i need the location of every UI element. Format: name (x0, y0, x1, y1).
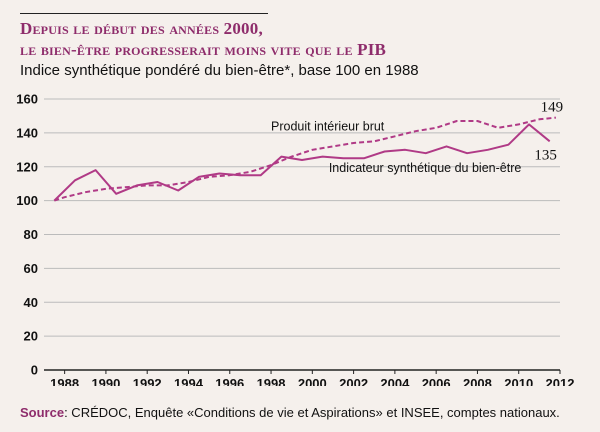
x-tick-label: 2012 (546, 376, 575, 386)
y-tick-label: 20 (24, 329, 38, 344)
y-tick-label: 160 (16, 92, 38, 107)
series-label-pib: Produit intérieur brut (271, 119, 385, 133)
gridlines (44, 98, 560, 371)
y-tick-label: 60 (24, 261, 38, 276)
x-tick-label: 1994 (174, 376, 204, 386)
x-tick-label: 1992 (133, 376, 162, 386)
x-tick-label: 2010 (504, 376, 533, 386)
x-axis: 1988 1990 1992 1994 1996 1998 2000 2002 2004 2006… (50, 370, 574, 386)
y-tick-label: 40 (24, 295, 38, 310)
x-tick-label: 1988 (50, 376, 79, 386)
x-tick-label: 1990 (91, 376, 120, 386)
x-tick-label: 1996 (215, 376, 244, 386)
x-tick-label: 2004 (380, 376, 410, 386)
y-tick-label: 120 (16, 159, 38, 174)
x-tick-label: 1998 (257, 376, 286, 386)
series-labels: 149 135 Produit intérieur brut Indicateur s… (271, 100, 563, 175)
y-tick-label: 100 (16, 193, 38, 208)
series-label-bien-etre: Indicateur synthétique du bien-être (329, 161, 522, 175)
chart-subtitle: Indice synthétique pondéré du bien-être*… (20, 62, 419, 79)
y-tick-label: 0 (31, 363, 38, 378)
source-note: Source: CRÉDOC, Enquête «Conditions de v… (20, 405, 560, 420)
end-value-label: 149 (541, 100, 564, 116)
end-value-label: 135 (534, 147, 557, 163)
x-tick-label: 2002 (339, 376, 368, 386)
y-axis: 0 20 40 60 80 100 120 140 160 (16, 92, 38, 378)
source-label: Source (20, 405, 65, 420)
y-tick-label: 80 (24, 227, 38, 242)
x-tick-label: 2008 (463, 376, 492, 386)
source-text: : CRÉDOC, Enquête «Conditions de vie et … (64, 405, 560, 420)
series-lines (53, 116, 557, 202)
series-line-bien-etre (53, 123, 551, 202)
x-tick-label: 2000 (298, 376, 327, 386)
chart-title-line2: le bien-être progresserait moins vite qu… (20, 40, 387, 59)
title-rule (20, 13, 268, 14)
chart-title-line1: Depuis le début des années 2000, (20, 19, 263, 38)
x-tick-label: 2006 (422, 376, 451, 386)
y-tick-label: 140 (16, 125, 38, 140)
